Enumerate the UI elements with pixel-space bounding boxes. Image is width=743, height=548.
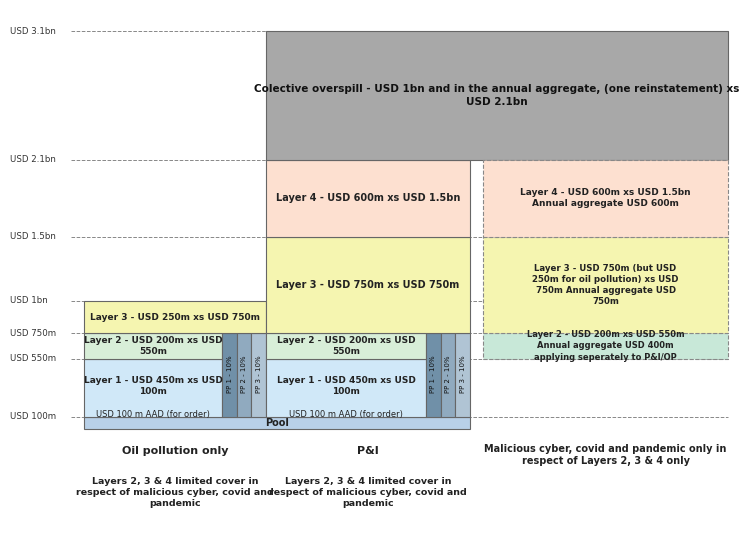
Text: Layer 4 - USD 600m xs USD 1.5bn
Annual aggregate USD 600m: Layer 4 - USD 600m xs USD 1.5bn Annual a… [520, 188, 691, 208]
Bar [455, 333, 470, 416]
Bar [266, 359, 426, 416]
Text: Layer 3 - USD 750m xs USD 750m: Layer 3 - USD 750m xs USD 750m [276, 280, 459, 290]
Text: PP 2 - 10%: PP 2 - 10% [445, 356, 451, 393]
Bar [266, 31, 728, 159]
Bar [84, 301, 266, 333]
Bar [441, 333, 455, 416]
Bar [251, 333, 266, 416]
Bar [84, 359, 222, 416]
Text: USD 3.1bn: USD 3.1bn [10, 27, 56, 36]
Text: USD 100 m AAD (for order): USD 100 m AAD (for order) [289, 410, 403, 419]
Text: USD 1.5bn: USD 1.5bn [10, 232, 56, 241]
Bar [266, 237, 470, 333]
Text: USD 1bn: USD 1bn [10, 296, 48, 305]
Text: PP 3 - 10%: PP 3 - 10% [459, 356, 466, 393]
Text: Layer 3 - USD 250m xs USD 750m: Layer 3 - USD 250m xs USD 750m [90, 312, 260, 322]
Text: USD 750m: USD 750m [10, 329, 56, 338]
Bar [426, 333, 441, 416]
Text: Layers 2, 3 & 4 limited cover in
respect of malicious cyber, covid and
pandemic: Layers 2, 3 & 4 limited cover in respect… [269, 477, 467, 508]
Text: USD 2.1bn: USD 2.1bn [10, 155, 56, 164]
Text: Layer 3 - USD 750m (but USD
250m for oil pollution) xs USD
750m Annual aggregate: Layer 3 - USD 750m (but USD 250m for oil… [532, 264, 679, 306]
Bar [84, 416, 470, 430]
Bar [84, 333, 222, 359]
Text: Pool: Pool [265, 418, 289, 428]
Bar [483, 237, 728, 333]
Bar [237, 333, 251, 416]
Text: PP 3 - 10%: PP 3 - 10% [256, 356, 262, 393]
Text: PP 1 - 10%: PP 1 - 10% [430, 356, 436, 393]
Text: Layer 2 - USD 200m xs USD 550m
Annual aggregate USD 400m
applying seperately to : Layer 2 - USD 200m xs USD 550m Annual ag… [527, 330, 684, 362]
Text: PP 2 - 10%: PP 2 - 10% [241, 356, 247, 393]
Text: USD 100 m AAD (for order): USD 100 m AAD (for order) [96, 410, 210, 419]
Text: Oil pollution only: Oil pollution only [122, 446, 228, 456]
Bar [222, 333, 237, 416]
Bar [483, 159, 728, 237]
Text: USD 550m: USD 550m [10, 355, 56, 363]
Bar [483, 333, 728, 359]
Text: Malicious cyber, covid and pandemic only in
respect of Layers 2, 3 & 4 only: Malicious cyber, covid and pandemic only… [484, 444, 727, 466]
Text: Layer 2 - USD 200m xs USD
550m: Layer 2 - USD 200m xs USD 550m [84, 336, 222, 356]
Bar [266, 159, 470, 237]
Text: Layer 4 - USD 600m xs USD 1.5bn: Layer 4 - USD 600m xs USD 1.5bn [276, 193, 460, 203]
Text: Layer 2 - USD 200m xs USD
550m: Layer 2 - USD 200m xs USD 550m [276, 336, 415, 356]
Text: PP 1 - 10%: PP 1 - 10% [227, 356, 233, 393]
Text: Layers 2, 3 & 4 limited cover in
respect of malicious cyber, covid and
pandemic: Layers 2, 3 & 4 limited cover in respect… [76, 477, 273, 508]
Text: Colective overspill - USD 1bn and in the annual aggregate, (one reinstatement) x: Colective overspill - USD 1bn and in the… [254, 84, 740, 107]
Text: Layer 1 - USD 450m xs USD
100m: Layer 1 - USD 450m xs USD 100m [84, 376, 222, 396]
Bar [266, 333, 426, 359]
Text: USD 100m: USD 100m [10, 412, 56, 421]
Text: Layer 1 - USD 450m xs USD
100m: Layer 1 - USD 450m xs USD 100m [276, 376, 415, 396]
Text: P&I: P&I [357, 446, 379, 456]
